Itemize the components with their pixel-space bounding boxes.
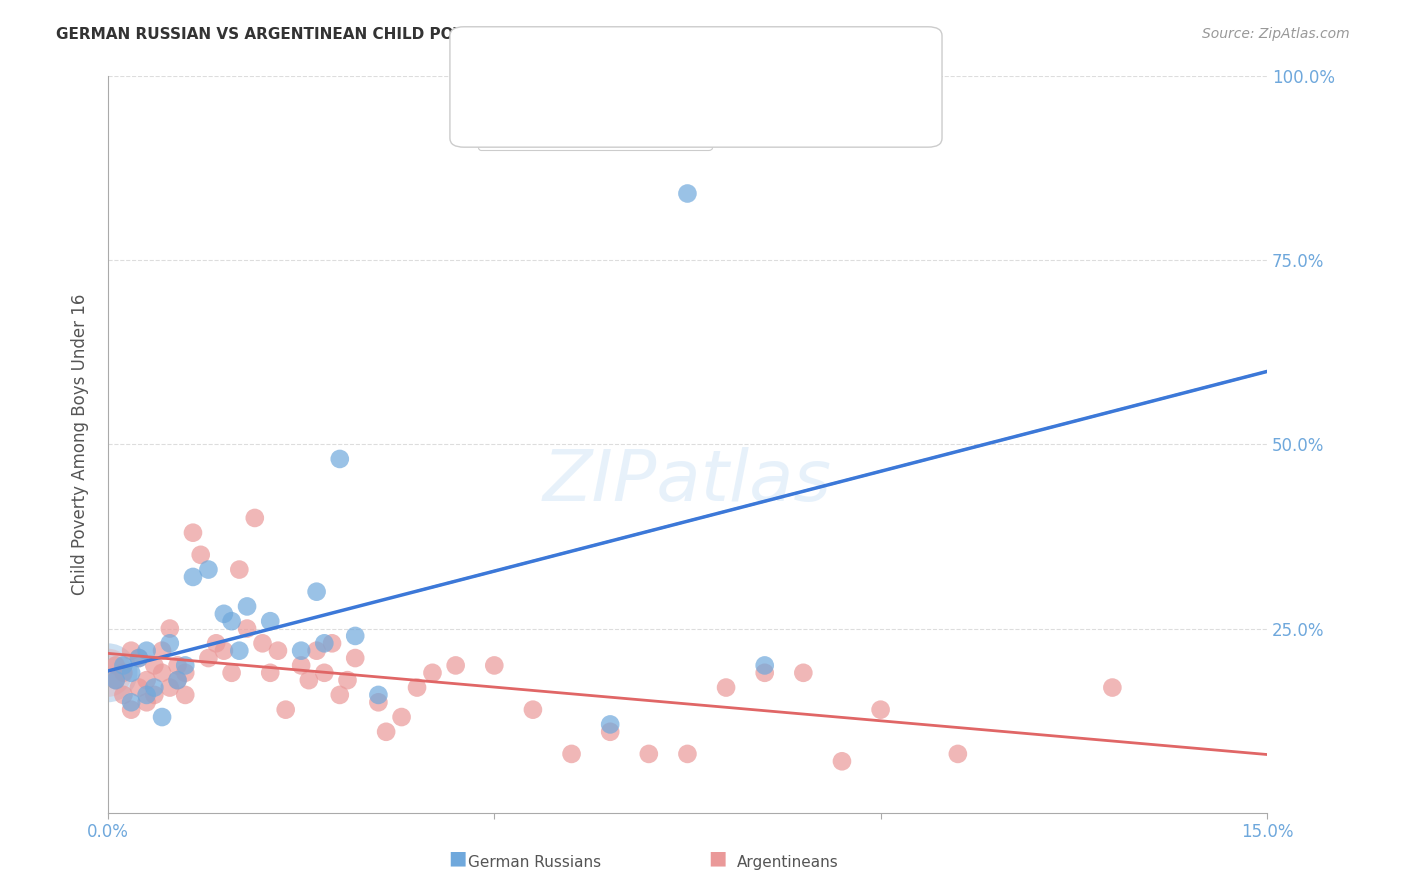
Point [112,688,135,702]
Point [484,658,506,673]
Point [112,658,135,673]
Point [599,717,621,731]
Point [321,636,343,650]
Point [174,658,197,673]
Point [754,658,776,673]
Point [314,665,336,680]
Point [375,724,398,739]
Point [143,658,166,673]
Point [344,651,367,665]
Point [174,665,197,680]
Point [120,643,142,657]
Point [159,636,181,650]
Point [274,703,297,717]
Point [150,665,173,680]
Text: Source: ZipAtlas.com: Source: ZipAtlas.com [1202,27,1350,41]
Point [391,710,413,724]
Point [298,673,321,688]
Point [212,607,235,621]
Point [676,747,699,761]
Point [166,673,188,688]
Point [143,688,166,702]
Point [314,636,336,650]
Point [267,643,290,657]
Point [221,614,243,628]
Point [120,695,142,709]
Point [869,703,891,717]
Legend: R = 0.477   N = 28, R = 0.016   N = 60: R = 0.477 N = 28, R = 0.016 N = 60 [478,78,711,150]
Point [135,688,157,702]
Point [243,511,266,525]
Text: GERMAN RUSSIAN VS ARGENTINEAN CHILD POVERTY AMONG BOYS UNDER 16 CORRELATION CHAR: GERMAN RUSSIAN VS ARGENTINEAN CHILD POVE… [56,27,910,42]
Point [344,629,367,643]
Point [228,563,250,577]
Point [150,643,173,657]
Point [135,673,157,688]
Point [228,643,250,657]
Point [97,665,120,680]
Point [104,673,127,688]
Point [159,681,181,695]
Point [329,452,352,467]
Point [259,614,281,628]
Point [236,599,259,614]
Point [831,754,853,768]
Point [104,658,127,673]
Point [754,665,776,680]
Point [128,681,150,695]
Text: ■: ■ [707,848,727,867]
Point [181,525,204,540]
Point [305,584,328,599]
Point [221,665,243,680]
Point [166,673,188,688]
Point [166,658,188,673]
Point [190,548,212,562]
Point [367,695,389,709]
Point [197,563,219,577]
Point [120,703,142,717]
Point [174,688,197,702]
Text: ■: ■ [447,848,467,867]
Point [143,681,166,695]
Point [97,665,120,680]
Point [444,658,467,673]
Point [120,665,142,680]
Point [522,703,544,717]
Point [128,651,150,665]
Point [112,665,135,680]
Point [159,622,181,636]
Point [946,747,969,761]
Point [714,681,737,695]
Point [259,665,281,680]
Point [212,643,235,657]
Text: Argentineans: Argentineans [737,855,838,870]
Point [290,658,312,673]
Point [305,643,328,657]
Point [236,622,259,636]
Y-axis label: Child Poverty Among Boys Under 16: Child Poverty Among Boys Under 16 [72,293,89,595]
Text: German Russians: German Russians [468,855,600,870]
Point [290,643,312,657]
Point [792,665,814,680]
Point [128,651,150,665]
Point [205,636,228,650]
Point [150,710,173,724]
Point [135,643,157,657]
Point [561,747,583,761]
Point [676,186,699,201]
Point [181,570,204,584]
Text: ZIPatlas: ZIPatlas [543,447,832,516]
Point [197,651,219,665]
Point [1101,681,1123,695]
Point [406,681,429,695]
Point [599,724,621,739]
Point [252,636,274,650]
Point [367,688,389,702]
Point [135,695,157,709]
Point [329,688,352,702]
Point [637,747,659,761]
Point [104,673,127,688]
Point [336,673,359,688]
Point [422,665,444,680]
